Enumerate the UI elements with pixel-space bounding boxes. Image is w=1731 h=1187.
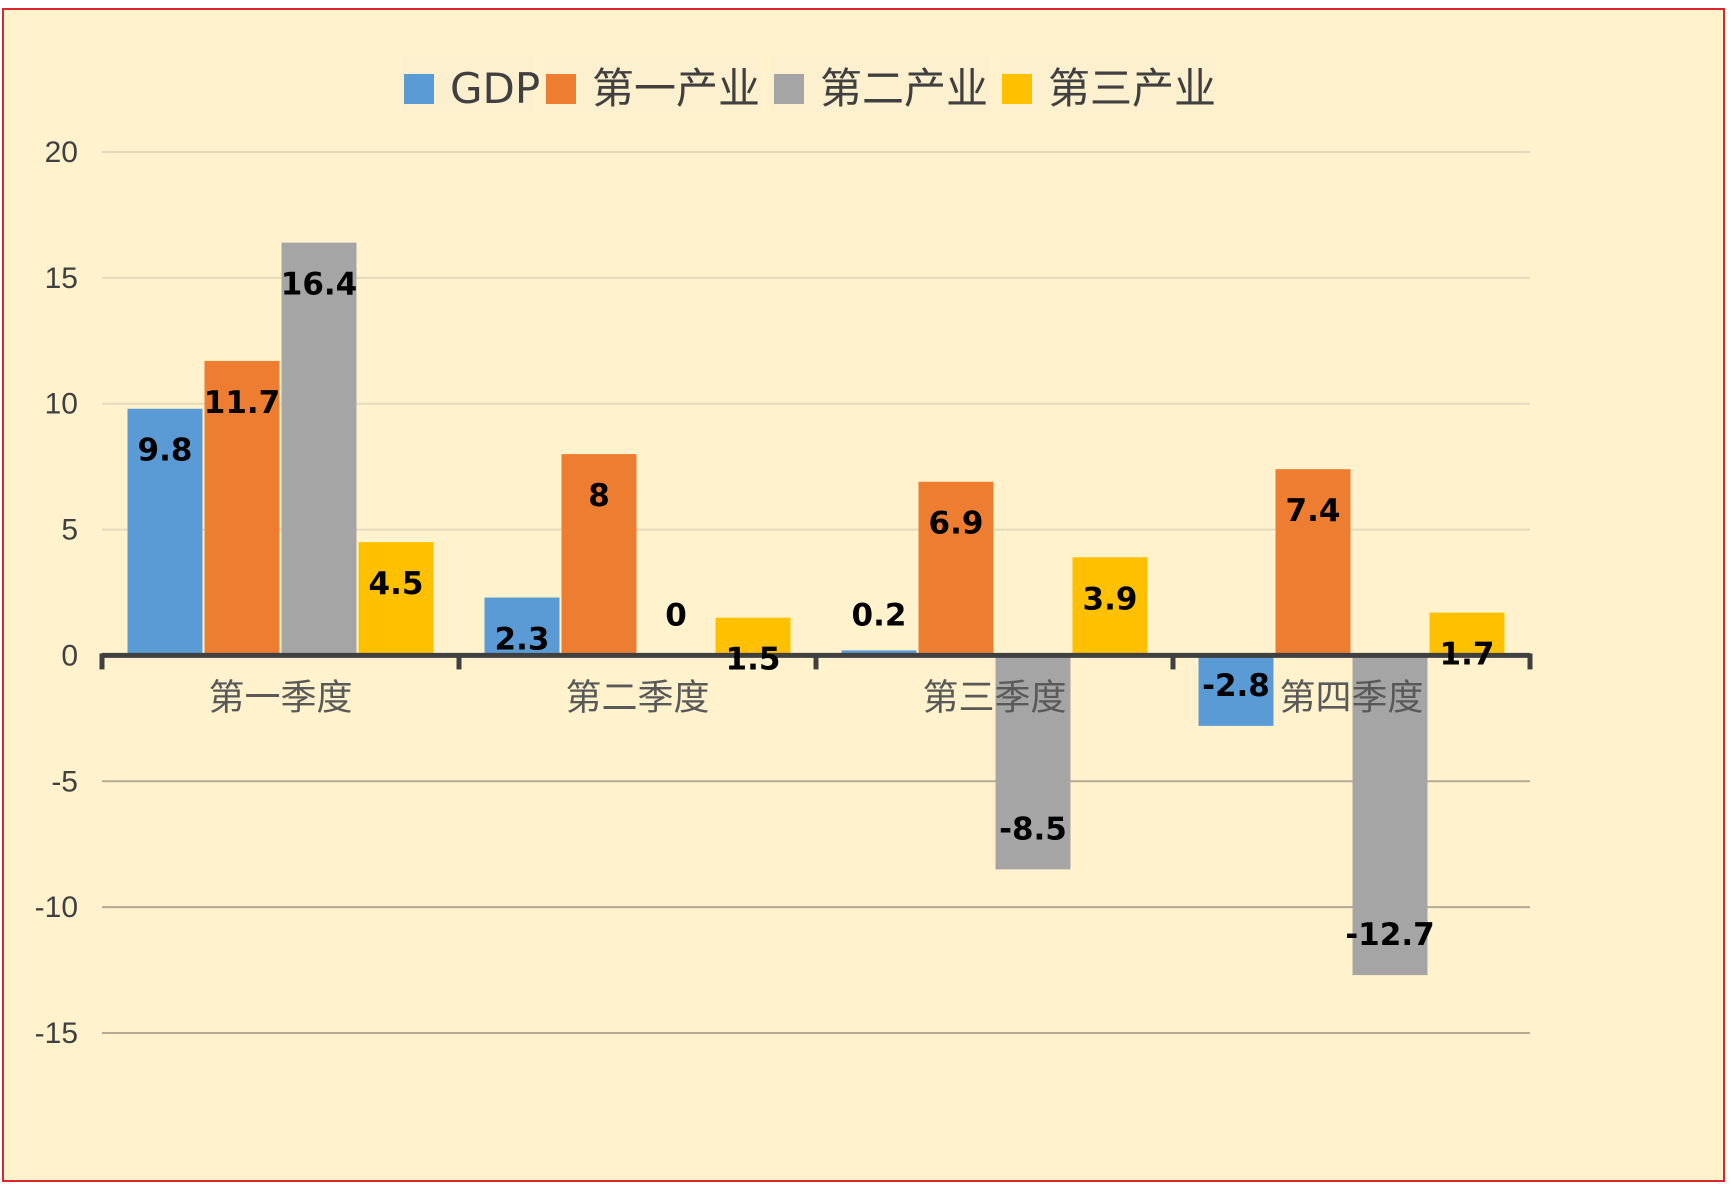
bar [358,542,434,656]
legend-entry-bg [543,56,761,112]
legend-swatch [404,74,434,104]
y-tick-label: 15 [45,262,78,295]
legend-entry-bg [999,56,1217,112]
chart-frame: 20 15 10 5 0 -5 -10 -15 9.8 2.3 0.2 -2.8 11.7 8 6.9 7.4… [2,8,1725,1182]
legend: GDP 第一产业 第二产业 第三产业 [401,56,1217,113]
data-label: 7.4 [1286,493,1341,529]
bar [281,242,357,656]
bar [1072,557,1148,656]
bars [127,242,1505,976]
bar [995,655,1071,870]
data-label: 3.9 [1083,581,1138,617]
data-label: -8.5 [999,811,1067,847]
legend-swatch [546,74,576,104]
bar [484,597,560,656]
bar-chart: 20 15 10 5 0 -5 -10 -15 9.8 2.3 0.2 -2.8 11.7 8 6.9 7.4… [35,56,1533,1050]
y-tick-label: 20 [45,136,78,169]
legend-label: 第三产业 [1048,64,1216,113]
y-tick-label: 0 [61,639,78,672]
bar [1429,612,1505,656]
data-label: 9.8 [138,433,193,469]
bar [127,408,203,656]
bar [841,650,917,656]
bar [1352,655,1428,976]
category-label: 第四季度 [1279,677,1423,718]
legend-label: 第一产业 [592,64,760,113]
data-label: 0.2 [852,597,907,633]
data-label: 4.5 [369,566,424,602]
bar [561,454,637,656]
legend-label: GDP [450,64,540,113]
data-label: -2.8 [1202,668,1270,704]
bar [1198,655,1274,726]
category-label: 第二季度 [565,677,709,718]
bar [204,360,280,656]
data-label: 1.7 [1440,637,1495,673]
y-tick-label: 5 [61,514,78,547]
data-label: 1.5 [726,642,781,678]
data-label: 11.7 [204,385,281,421]
data-label: -12.7 [1345,917,1434,953]
legend-entry-bg [771,56,989,112]
bar [1275,469,1351,656]
data-label: 2.3 [495,622,550,658]
data-label: 16.4 [281,267,358,303]
legend-swatch [1002,74,1032,104]
y-tick-label: -10 [35,891,78,924]
legend-swatch [774,74,804,104]
legend-label: 第二产业 [820,64,988,113]
bar [918,481,994,656]
data-label: 8 [588,478,610,514]
category-label: 第三季度 [922,677,1066,718]
data-label: 6.9 [929,506,984,542]
data-label: 0 [665,597,687,633]
category-label: 第一季度 [208,677,352,718]
bar [715,617,791,656]
labels: 20 15 10 5 0 -5 -10 -15 9.8 2.3 0.2 -2.8 11.7 8 6.9 7.4… [35,136,1495,1050]
axes [99,652,1533,670]
y-tick-label: -15 [35,1017,78,1050]
y-tick-label: -5 [51,765,78,798]
y-tick-label: 10 [45,388,78,421]
